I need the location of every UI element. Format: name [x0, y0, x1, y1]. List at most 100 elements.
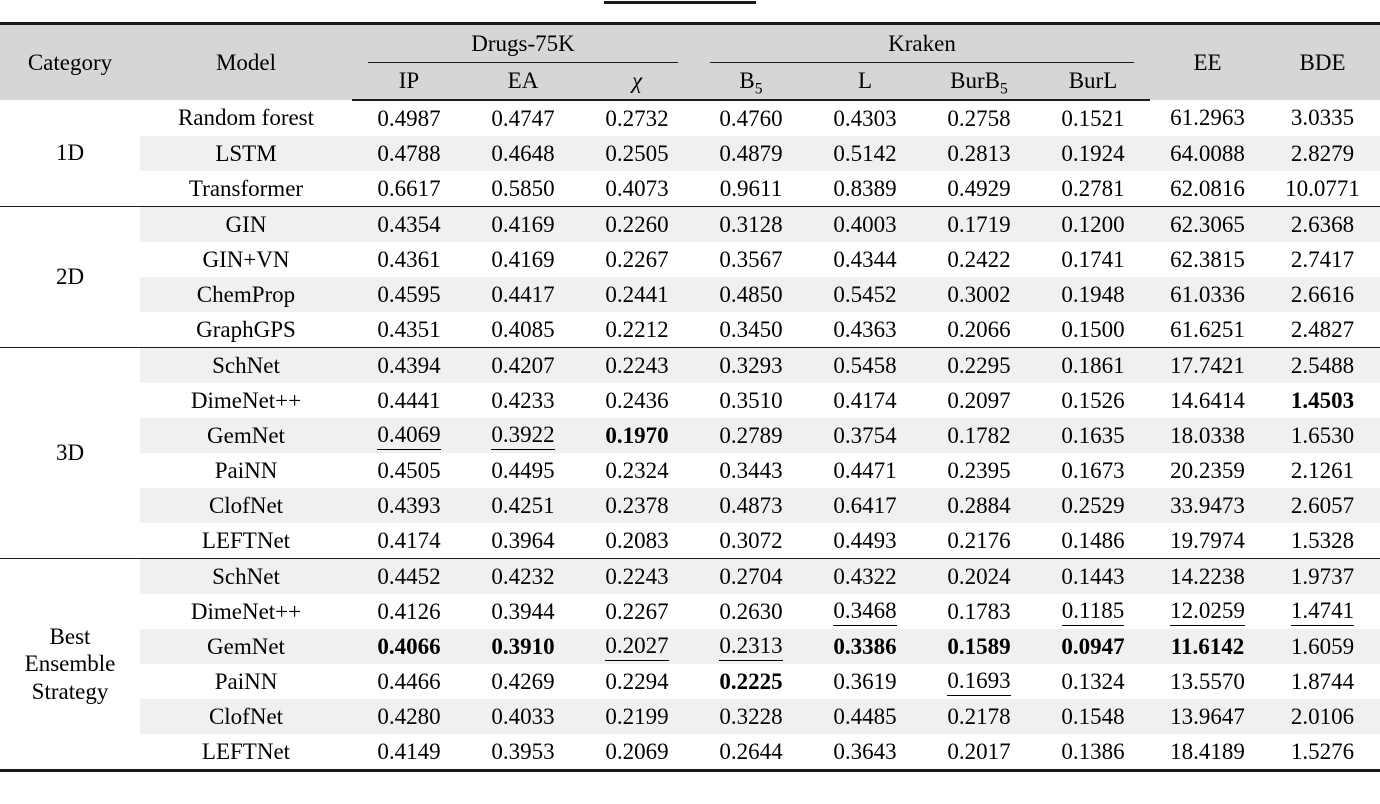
value-text: 0.1970 [605, 422, 669, 448]
value-text: 0.4126 [377, 598, 441, 624]
value-text: 0.1783 [947, 598, 1011, 624]
value-text: 0.2378 [605, 492, 669, 518]
value-text: 0.5458 [833, 352, 897, 378]
value-cell: 61.2963 [1150, 100, 1265, 136]
model-cell: GemNet [140, 418, 352, 453]
value-cell: 0.4471 [808, 453, 922, 488]
value-cell: 0.2243 [580, 558, 694, 594]
value-text: 0.4495 [491, 457, 555, 483]
value-cell: 0.4879 [694, 136, 808, 171]
value-cell: 0.4452 [352, 558, 466, 594]
value-cell: 2.8279 [1265, 136, 1380, 171]
value-cell: 0.5850 [466, 171, 580, 207]
value-text: 0.1948 [1061, 281, 1125, 307]
value-cell: 0.2422 [922, 242, 1036, 277]
model-cell: GraphGPS [196, 316, 296, 342]
category-cell: Best Ensemble Strategy [0, 558, 140, 771]
value-cell: 0.2178 [922, 699, 1036, 734]
value-cell: 19.7974 [1150, 523, 1265, 559]
value-text: 0.2212 [605, 316, 669, 342]
value-text: 0.4149 [377, 738, 441, 764]
value-text: 0.3922 [491, 423, 555, 450]
value-cell: 0.6417 [808, 488, 922, 523]
value-text: 10.0771 [1285, 175, 1360, 201]
header-burb5: BurB5 [922, 63, 1036, 101]
value-text: 0.4069 [377, 423, 441, 450]
value-cell: 0.4363 [808, 312, 922, 348]
model-cell: DimeNet++ [190, 598, 302, 624]
value-text: 0.4441 [377, 387, 441, 413]
value-cell: 0.3443 [694, 453, 808, 488]
value-text: 0.4169 [491, 211, 555, 237]
value-cell: 0.1500 [1036, 312, 1150, 348]
model-cell: ClofNet [140, 699, 352, 734]
value-cell: 0.2324 [580, 453, 694, 488]
value-text: 0.4269 [491, 668, 555, 694]
value-text: 0.3953 [491, 738, 555, 764]
value-text: 0.4471 [833, 457, 897, 483]
value-text: 0.1782 [947, 422, 1011, 448]
model-cell: ChemProp [140, 277, 352, 312]
value-text: 14.2238 [1170, 563, 1245, 589]
value-cell: 0.3128 [694, 206, 808, 242]
value-text: 0.1719 [947, 211, 1011, 237]
value-cell: 0.4595 [352, 277, 466, 312]
value-text: 0.1521 [1061, 105, 1125, 131]
value-text: 0.1500 [1061, 316, 1125, 342]
value-cell: 0.2884 [922, 488, 1036, 523]
value-cell: 0.4269 [466, 664, 580, 699]
value-text: 0.1635 [1061, 422, 1125, 448]
value-cell: 0.3450 [694, 312, 808, 348]
value-text: 0.2260 [605, 211, 669, 237]
value-cell: 0.1970 [580, 418, 694, 453]
value-text: 0.4207 [491, 352, 555, 378]
value-text: 0.4232 [491, 563, 555, 589]
header-ip-label: IP [398, 68, 420, 94]
value-cell: 0.2260 [580, 206, 694, 242]
value-cell: 0.2630 [694, 594, 808, 629]
value-text: 0.4174 [833, 387, 897, 413]
value-cell: 0.4174 [808, 383, 922, 418]
value-cell: 0.4149 [352, 734, 466, 771]
value-cell: 0.3468 [808, 594, 922, 629]
value-cell: 0.4505 [352, 453, 466, 488]
value-text: 0.5452 [833, 281, 897, 307]
value-cell: 61.0336 [1150, 277, 1265, 312]
value-text: 62.3065 [1170, 211, 1245, 237]
value-text: 0.4344 [833, 246, 897, 272]
value-cell: 0.3953 [466, 734, 580, 771]
value-text: 2.0106 [1290, 703, 1355, 729]
value-text: 0.2505 [605, 140, 669, 166]
value-text: 0.1443 [1061, 563, 1125, 589]
value-cell: 0.2024 [922, 558, 1036, 594]
header-ee: EE [1150, 23, 1265, 100]
value-cell: 20.2359 [1150, 453, 1265, 488]
value-text: 0.2267 [605, 598, 669, 624]
value-text: 0.2267 [605, 246, 669, 272]
value-text: 0.3964 [491, 527, 555, 553]
value-cell: 64.0088 [1150, 136, 1265, 171]
value-text: 1.4741 [1290, 599, 1355, 626]
value-text: 18.0338 [1170, 422, 1245, 448]
header-b5: B5 [694, 63, 808, 101]
value-text: 0.2789 [719, 422, 783, 448]
value-text: 33.9473 [1170, 492, 1245, 518]
value-cell: 0.4233 [466, 383, 580, 418]
category-cell: 3D [0, 347, 140, 559]
header-model: Model [140, 23, 352, 100]
value-cell: 0.4987 [352, 100, 466, 136]
value-text: 0.4929 [947, 175, 1011, 201]
value-cell: 0.2083 [580, 523, 694, 559]
value-cell: 62.0816 [1150, 171, 1265, 207]
value-text: 1.6530 [1290, 422, 1355, 448]
table-row: ClofNet 0.4393 0.4251 0.2378 0.4873 0.6417 0.2… [0, 488, 1380, 523]
value-cell: 33.9473 [1150, 488, 1265, 523]
header-l: L [808, 63, 922, 101]
value-cell: 0.1719 [922, 206, 1036, 242]
value-cell: 0.4303 [808, 100, 922, 136]
value-text: 0.1200 [1061, 211, 1125, 237]
value-text: 0.2097 [947, 387, 1011, 413]
header-burb5-sub: 5 [1000, 80, 1008, 98]
value-cell: 13.5570 [1150, 664, 1265, 699]
value-text: 0.2243 [605, 563, 669, 589]
